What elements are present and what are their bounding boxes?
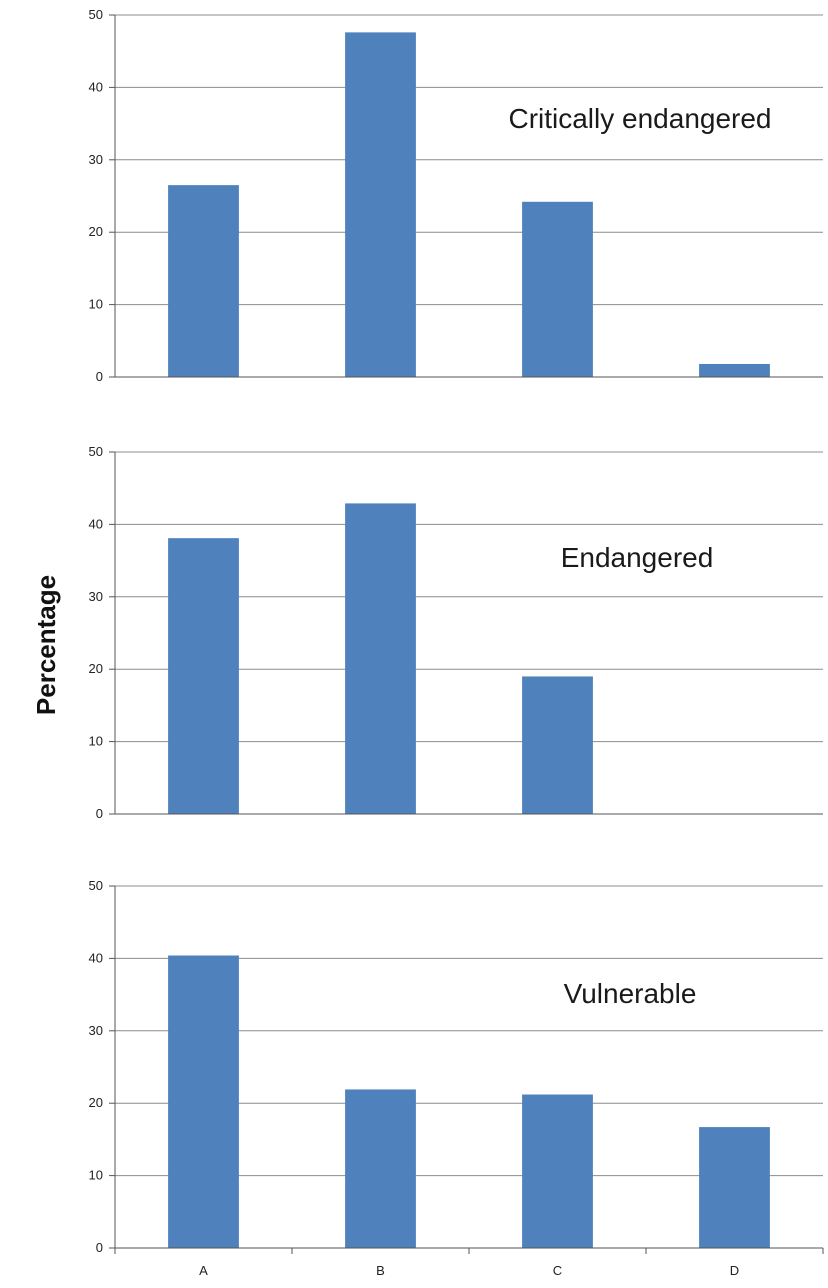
- y-tick-label: 0: [96, 369, 103, 384]
- chart-panel-3: 0 10 20 30 40 50 A B C D Vulnerable: [89, 878, 824, 1278]
- y-tick-label: 50: [89, 7, 103, 22]
- y-tick-label: 50: [89, 878, 103, 893]
- bar-b: [345, 32, 416, 377]
- x-tick-label: C: [553, 1263, 562, 1278]
- y-tick-label: 20: [89, 1095, 103, 1110]
- bar-b: [345, 503, 416, 814]
- y-tick-label: 30: [89, 1023, 103, 1038]
- y-axis-label: Percentage: [31, 575, 61, 715]
- panel-title: Critically endangered: [508, 103, 771, 134]
- x-tick-label: D: [730, 1263, 739, 1278]
- panel-title: Vulnerable: [564, 978, 697, 1009]
- bar-a: [168, 185, 239, 377]
- bar-d: [699, 1127, 770, 1248]
- chart-panel-1: 0 10 20 30 40 50 Critically endangered: [89, 7, 823, 384]
- y-tick-label: 30: [89, 152, 103, 167]
- panel-title: Endangered: [561, 542, 714, 573]
- y-tick-label: 20: [89, 224, 103, 239]
- y-tick-label: 50: [89, 444, 103, 459]
- y-tick-label: 0: [96, 806, 103, 821]
- bar-a: [168, 538, 239, 814]
- bar-a: [168, 955, 239, 1248]
- y-tick-label: 10: [89, 734, 103, 749]
- chart-panel-2: 0 10 20 30 40 50 Endangered: [89, 444, 823, 821]
- bar-c: [522, 676, 593, 814]
- y-tick-label: 40: [89, 79, 103, 94]
- y-tick-label: 20: [89, 661, 103, 676]
- y-tick-label: 0: [96, 1240, 103, 1255]
- y-tick-label: 10: [89, 1168, 103, 1183]
- y-tick-label: 30: [89, 589, 103, 604]
- bar-c: [522, 201, 593, 377]
- bar-c: [522, 1094, 593, 1248]
- bar-b: [345, 1089, 416, 1248]
- y-tick-label: 10: [89, 297, 103, 312]
- x-tick-label: A: [199, 1263, 208, 1278]
- x-tick-label: B: [376, 1263, 385, 1278]
- y-tick-label: 40: [89, 950, 103, 965]
- bar-d: [699, 363, 770, 377]
- y-tick-label: 40: [89, 516, 103, 531]
- chart-panels: 0 10 20 30 40 50 Critically endangered 0 10 20 30 4…: [89, 7, 824, 1278]
